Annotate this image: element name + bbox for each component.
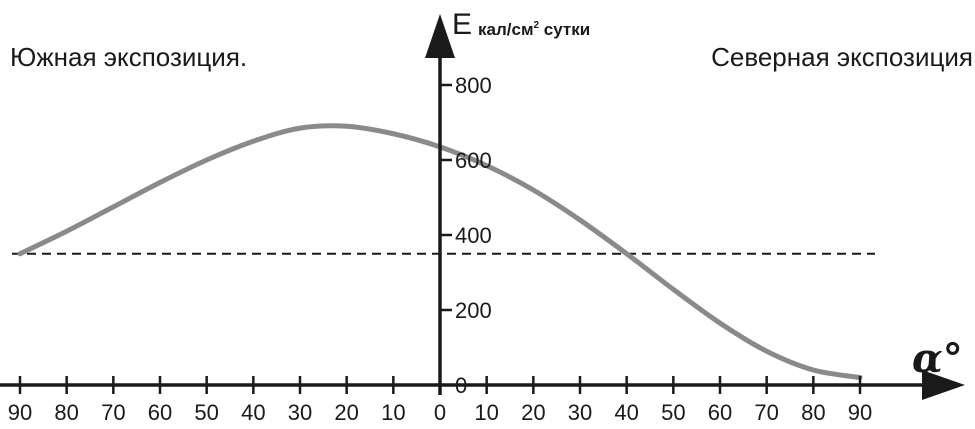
x-tick-label: 60 bbox=[148, 400, 172, 425]
x-tick-label: 30 bbox=[568, 400, 592, 425]
x-tick-label: 70 bbox=[754, 400, 778, 425]
x-tick-label: 0 bbox=[434, 400, 446, 425]
y-tick-label: 600 bbox=[455, 148, 492, 173]
y-axis-title: E кал/см2 сутки bbox=[452, 8, 590, 41]
x-tick-label: 10 bbox=[474, 400, 498, 425]
left-region-label: Южная экспозиция. bbox=[10, 42, 247, 72]
x-tick-label: 30 bbox=[288, 400, 312, 425]
y-axis-title-unit: кал/см2 сутки bbox=[478, 20, 590, 39]
y-axis-title-prefix: E bbox=[452, 8, 472, 41]
right-region-label: Северная экспозиция bbox=[711, 42, 973, 72]
y-axis-unit-sup: 2 bbox=[534, 20, 540, 31]
x-tick-label: 90 bbox=[848, 400, 872, 425]
y-tick-label: 0 bbox=[455, 373, 467, 398]
x-tick-label: 90 bbox=[8, 400, 32, 425]
x-tick-label: 20 bbox=[521, 400, 545, 425]
y-axis-unit-tail: сутки bbox=[539, 20, 590, 39]
y-tick-label: 400 bbox=[455, 223, 492, 248]
y-axis-arrowhead bbox=[425, 14, 455, 58]
x-tick-label: 40 bbox=[614, 400, 638, 425]
x-axis-arrowhead bbox=[922, 370, 965, 400]
y-axis-unit-main: кал/см bbox=[478, 20, 534, 39]
x-tick-label: 60 bbox=[708, 400, 732, 425]
x-tick-label: 80 bbox=[801, 400, 825, 425]
x-tick-label: 20 bbox=[334, 400, 358, 425]
y-tick-label: 800 bbox=[455, 73, 492, 98]
x-tick-label: 70 bbox=[101, 400, 125, 425]
x-tick-label: 50 bbox=[661, 400, 685, 425]
x-ticks-group: 90 80 70 60 50 40 30 20 10 0 10 20 30 40 50 60 70 80 90 bbox=[8, 376, 872, 425]
x-tick-label: 50 bbox=[194, 400, 218, 425]
x-axis-symbol: α° bbox=[912, 335, 963, 382]
x-tick-label: 40 bbox=[241, 400, 265, 425]
y-ticks-group: 0 200 400 600 800 bbox=[440, 73, 492, 398]
x-tick-label: 10 bbox=[381, 400, 405, 425]
y-tick-label: 200 bbox=[455, 298, 492, 323]
x-tick-label: 80 bbox=[54, 400, 78, 425]
